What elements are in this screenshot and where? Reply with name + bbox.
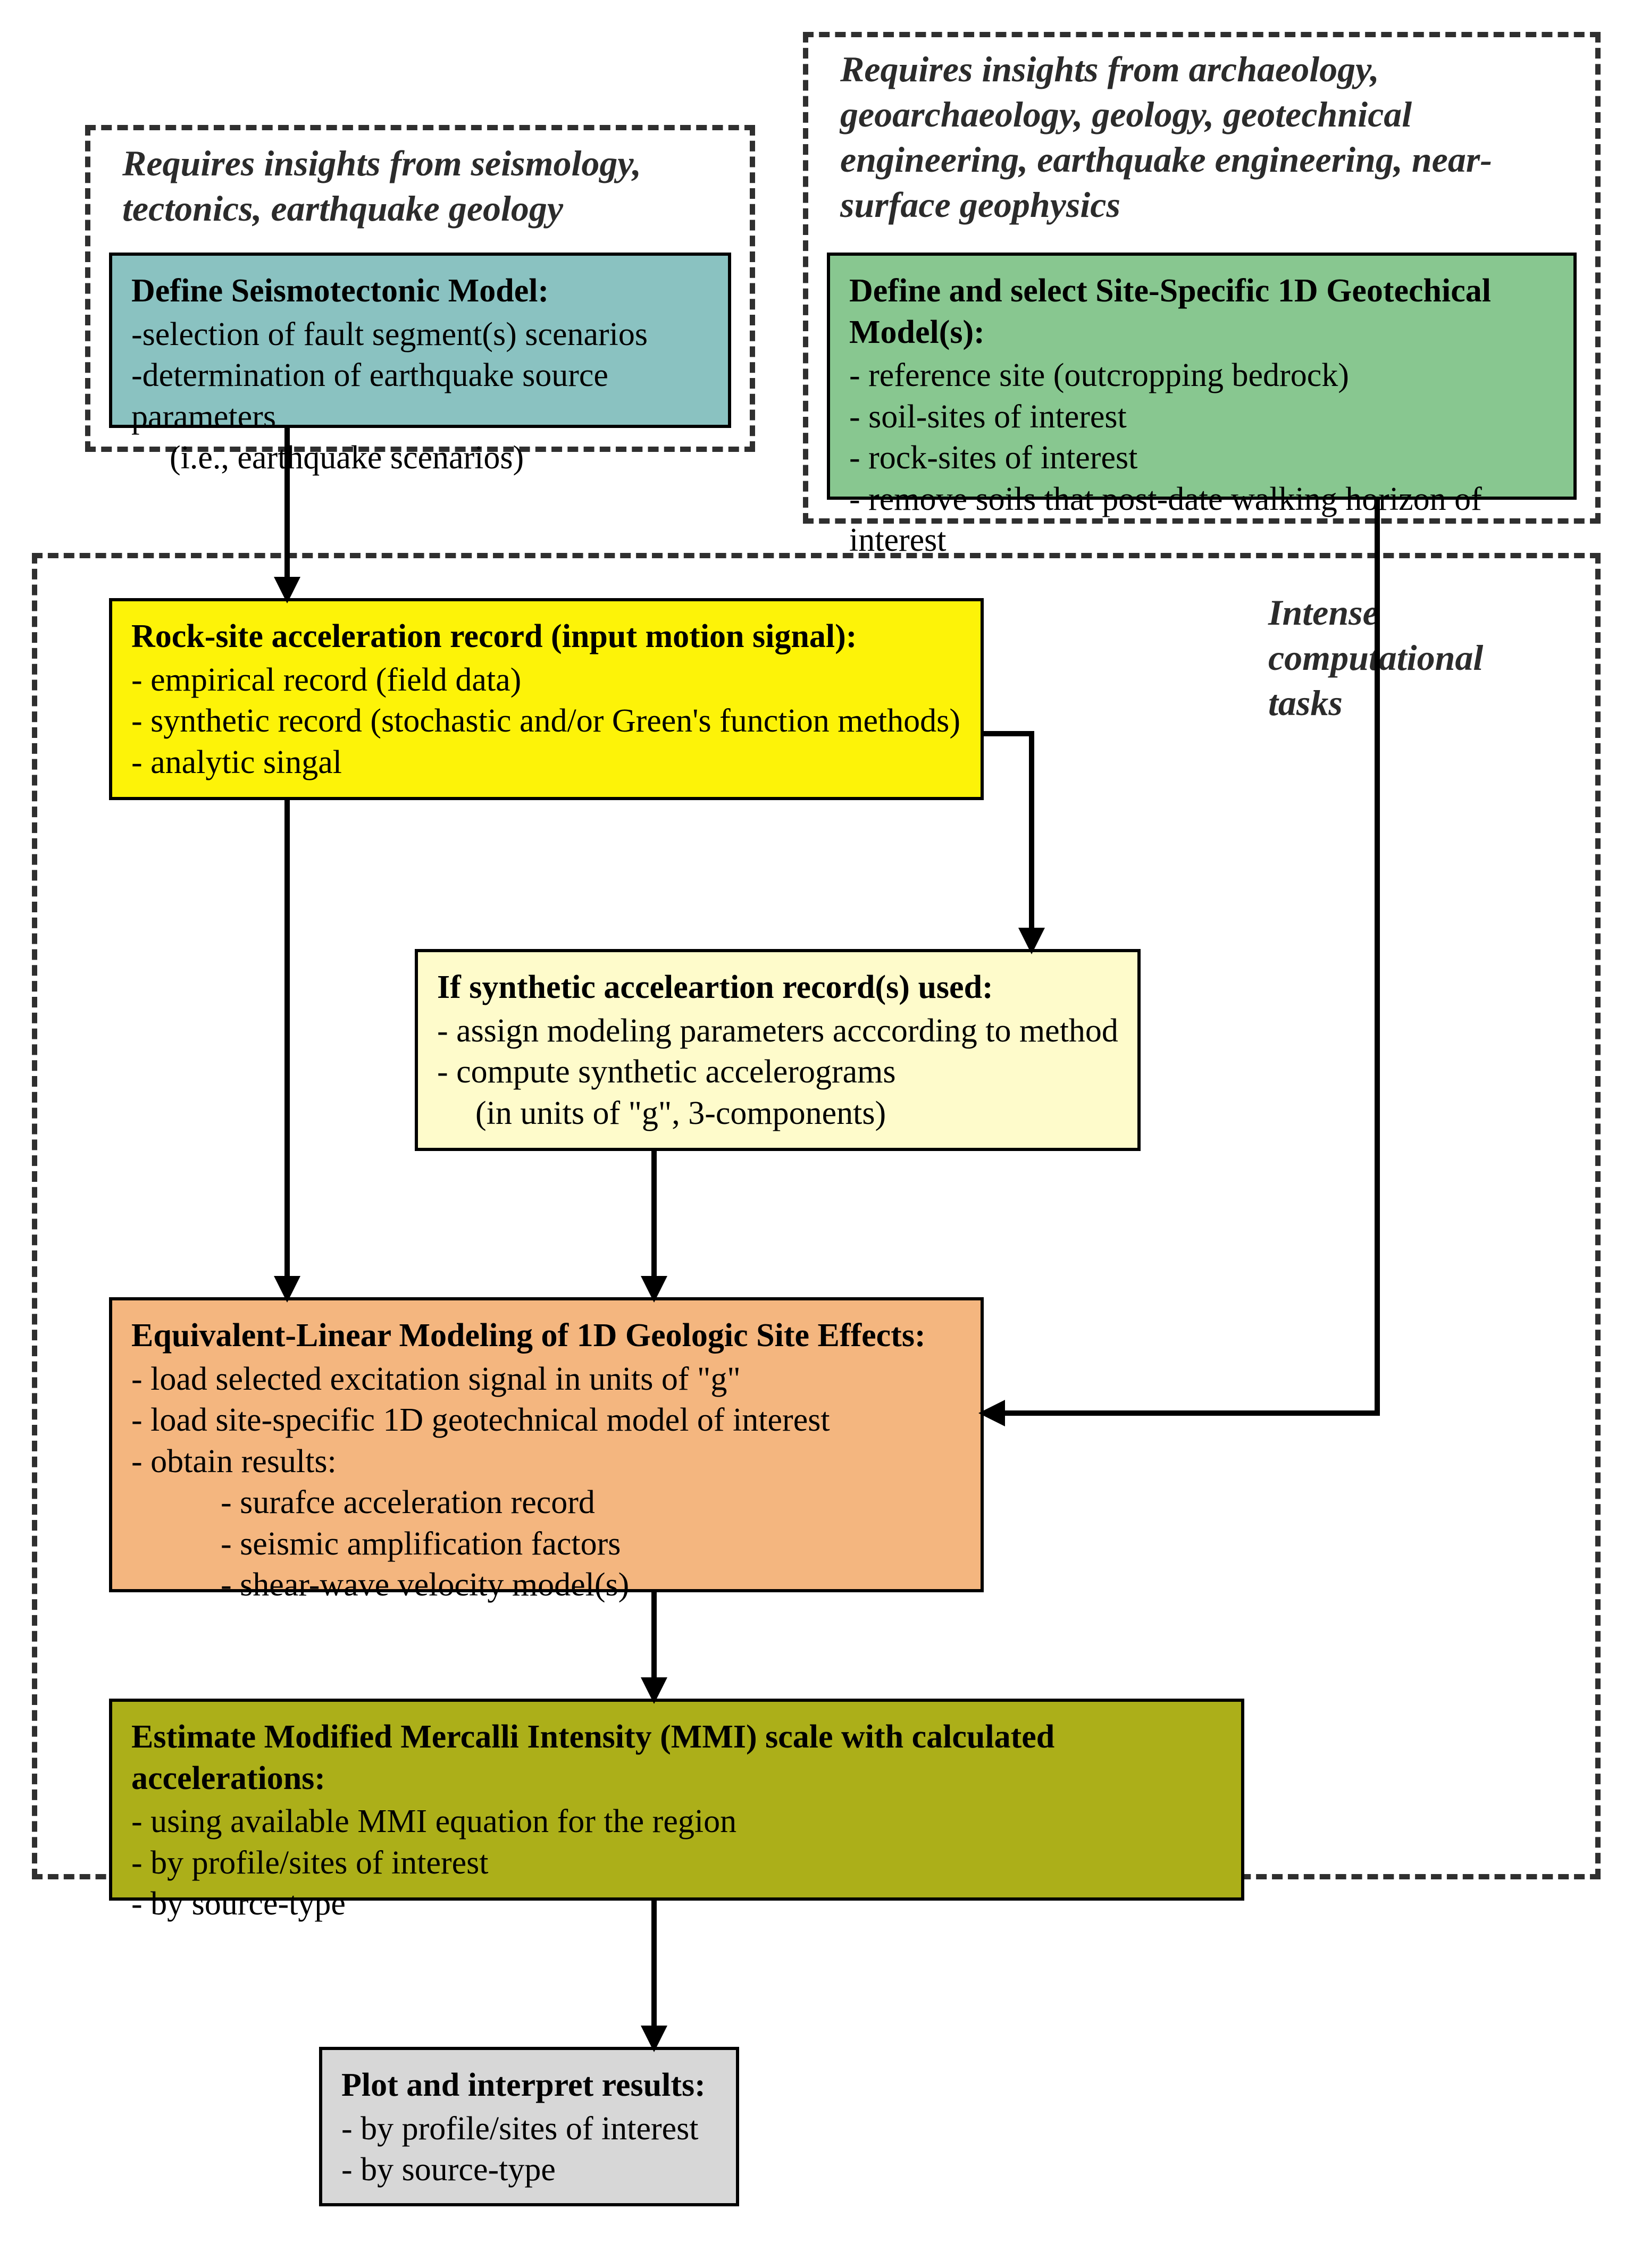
node-subitem: (i.e., earthquake scenarios): [131, 438, 709, 479]
node-title: Rock-site acceleration record (input mot…: [131, 616, 961, 658]
node-item: - by profile/sites of interest: [341, 2109, 717, 2150]
node-item: - assign modeling parameters acccording …: [437, 1011, 1118, 1052]
node-item: - by source-type: [341, 2149, 717, 2191]
node-subitem: - seismic amplification factors: [131, 1524, 961, 1565]
node-item: -determination of earthquake source para…: [131, 355, 709, 438]
node-item: - obtain results:: [131, 1441, 961, 1483]
node-item: - by source-type: [131, 1884, 1222, 1925]
node-plot: Plot and interpret results:- by profile/…: [319, 2047, 739, 2206]
node-site: Define and select Site-Specific 1D Geote…: [827, 253, 1577, 500]
node-item: - remove soils that post-date walking ho…: [849, 479, 1554, 561]
node-item: - reference site (outcropping bedrock): [849, 355, 1554, 397]
node-item: - rock-sites of interest: [849, 438, 1554, 479]
node-item: - using available MMI equation for the r…: [131, 1801, 1222, 1843]
node-rockrec: Rock-site acceleration record (input mot…: [109, 598, 984, 800]
node-subitem: - surafce acceleration record: [131, 1482, 961, 1524]
group-label-left: Requires insights from seismology, tecto…: [122, 141, 723, 231]
node-item: - by profile/sites of interest: [131, 1843, 1222, 1884]
node-seismo: Define Seismotectonic Model:-selection o…: [109, 253, 731, 428]
node-subitem: (in units of "g", 3-components): [437, 1093, 1118, 1135]
group-label-right: Requires insights from archaeology, geoa…: [840, 47, 1579, 228]
group-label-compute: Intense computational tasks: [1268, 590, 1566, 726]
node-title: If synthetic acceleartion record(s) used…: [437, 967, 1118, 1009]
node-title: Define and select Site-Specific 1D Geote…: [849, 271, 1554, 353]
flowchart-canvas: Requires insights from seismology, tecto…: [21, 21, 1612, 2247]
node-title: Estimate Modified Mercalli Intensity (MM…: [131, 1717, 1222, 1799]
node-mmi: Estimate Modified Mercalli Intensity (MM…: [109, 1699, 1244, 1901]
node-item: - soil-sites of interest: [849, 397, 1554, 438]
node-item: - empirical record (field data): [131, 660, 961, 701]
node-item: -selection of fault segment(s) scenarios: [131, 314, 709, 356]
node-item: - synthetic record (stochastic and/or Gr…: [131, 701, 961, 742]
node-item: - load selected excitation signal in uni…: [131, 1359, 961, 1400]
node-item: - analytic singal: [131, 742, 961, 784]
node-synth: If synthetic acceleartion record(s) used…: [415, 949, 1141, 1151]
node-item: - load site-specific 1D geotechnical mod…: [131, 1400, 961, 1441]
node-title: Equivalent-Linear Modeling of 1D Geologi…: [131, 1315, 961, 1357]
node-subitem: - shear-wave velocity model(s): [131, 1565, 961, 1606]
node-title: Define Seismotectonic Model:: [131, 271, 709, 312]
node-equiv: Equivalent-Linear Modeling of 1D Geologi…: [109, 1297, 984, 1592]
node-item: - compute synthetic accelerograms: [437, 1052, 1118, 1093]
node-title: Plot and interpret results:: [341, 2065, 717, 2106]
